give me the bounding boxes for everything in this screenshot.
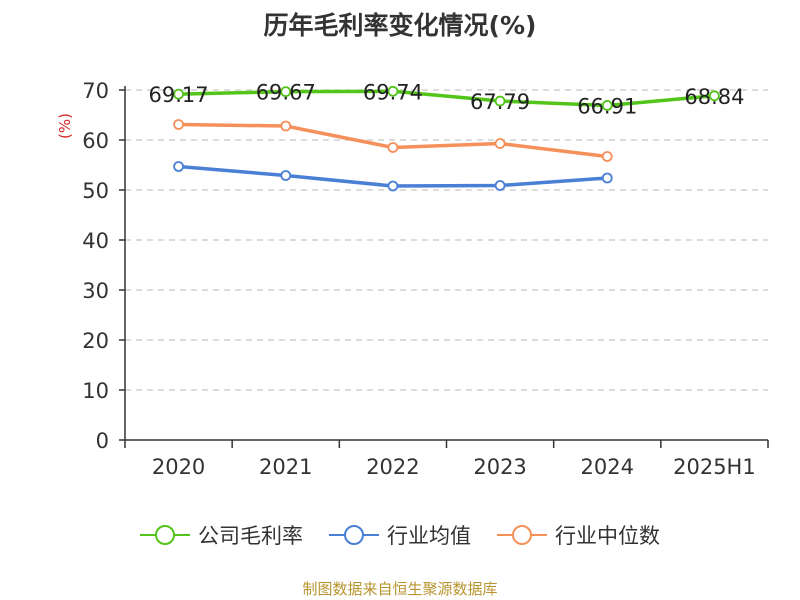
footer-source: 制图数据来自恒生聚源数据库 <box>302 580 498 598</box>
y-tick-label: 0 <box>96 429 109 453</box>
x-tick-label: 2023 <box>473 455 526 479</box>
data-point-1 <box>494 180 506 191</box>
x-tick-label: 2020 <box>152 455 205 479</box>
data-label: 68.84 <box>684 85 744 109</box>
data-point-1 <box>280 170 292 181</box>
series-line-0 <box>178 89 715 108</box>
y-tick-label: 30 <box>82 279 109 303</box>
x-tick-label: 2021 <box>259 455 312 479</box>
data-point-2 <box>601 151 613 162</box>
x-tick-label: 2022 <box>366 455 419 479</box>
data-point-1 <box>387 180 399 192</box>
y-tick-label: 60 <box>82 129 109 153</box>
data-label: 69.67 <box>256 81 316 105</box>
legend-label-company: 公司毛利率 <box>198 524 303 548</box>
data-label: 69.17 <box>149 83 209 107</box>
x-tick-label: 2025H1 <box>673 455 756 479</box>
data-label: 66.91 <box>577 94 637 118</box>
data-point-0 <box>173 88 184 100</box>
legend-item-industry-mean[interactable]: 行业均值 <box>329 520 471 550</box>
data-point-0 <box>494 95 506 107</box>
legend-swatch-company <box>140 525 190 545</box>
x-tick-label: 2024 <box>581 455 634 479</box>
legend-label-industry-mean: 行业均值 <box>387 524 471 548</box>
data-label: 69.74 <box>363 80 423 104</box>
data-point-1 <box>173 161 184 172</box>
data-point-1 <box>601 172 613 184</box>
y-tick-label: 70 <box>82 79 109 103</box>
y-tick-label: 40 <box>82 229 109 253</box>
legend: 公司毛利率 行业均值 行业中位数 <box>0 520 800 550</box>
y-axis-label: (%) <box>56 113 74 139</box>
legend-item-company[interactable]: 公司毛利率 <box>140 520 303 550</box>
data-point-0 <box>601 100 613 111</box>
data-point-0 <box>280 86 292 98</box>
y-tick-label: 10 <box>82 379 109 403</box>
data-point-2 <box>494 138 506 149</box>
data-label: 67.79 <box>470 90 530 114</box>
data-point-0 <box>709 90 720 102</box>
data-point-2 <box>173 119 184 130</box>
data-point-0 <box>387 85 399 97</box>
y-tick-label: 20 <box>82 329 109 353</box>
data-point-2 <box>280 120 292 132</box>
data-point-2 <box>387 142 399 153</box>
legend-swatch-industry-mean <box>329 525 379 545</box>
y-tick-label: 50 <box>82 179 109 203</box>
legend-label-industry-median: 行业中位数 <box>555 524 660 548</box>
chart-title: 历年毛利率变化情况(%) <box>263 11 537 40</box>
legend-item-industry-median[interactable]: 行业中位数 <box>497 520 660 550</box>
legend-swatch-industry-median <box>497 525 547 545</box>
